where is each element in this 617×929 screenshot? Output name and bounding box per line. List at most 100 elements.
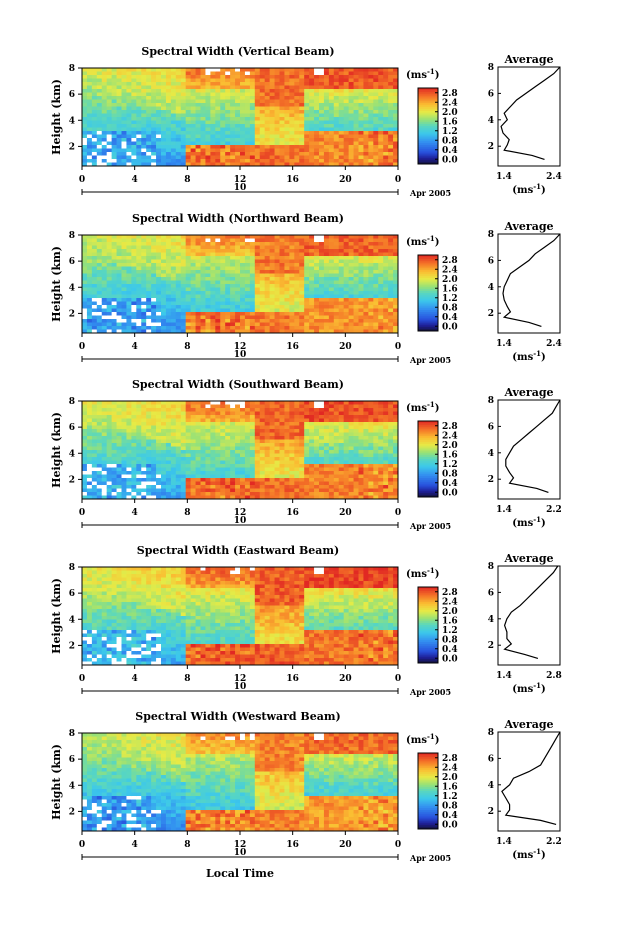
heatmap-cell (333, 155, 340, 160)
heatmap-cell (259, 92, 266, 97)
colorbar-swatch (418, 154, 438, 157)
heatmap-cell (175, 298, 182, 302)
heatmap-cell (294, 106, 300, 111)
heatmap-cell (165, 298, 172, 302)
heatmap-cell (259, 294, 266, 299)
heatmap-cell (289, 270, 295, 274)
heatmap-cell (289, 287, 295, 292)
heatmap-cell (91, 460, 98, 465)
heatmap-cell (156, 404, 162, 409)
heatmap-cell (200, 235, 206, 239)
heatmap-cell (323, 117, 330, 121)
heatmap-cell (161, 280, 167, 285)
heatmap-cell (358, 99, 364, 104)
heatmap-cell (200, 408, 206, 412)
heatmap-cell (348, 78, 354, 83)
heatmap-cell (190, 120, 196, 125)
heatmap-cell (289, 415, 295, 419)
heatmap-cell (180, 298, 187, 302)
heatmap-cell (91, 308, 98, 313)
heatmap-cell (82, 298, 88, 302)
heatmap-cell (249, 120, 256, 125)
heatmap-cell (348, 120, 354, 125)
heatmap-cell (314, 305, 320, 309)
heatmap-cell (279, 446, 285, 451)
heatmap-cell (200, 446, 206, 451)
heatmap-cell (146, 106, 152, 111)
heatmap-cell (220, 312, 226, 316)
heatmap-cell (121, 312, 127, 316)
heatmap-cell (91, 249, 98, 253)
heatmap-cell (161, 71, 167, 76)
heatmap-cell (170, 85, 177, 90)
heatmap-cell (240, 478, 246, 482)
colorbar-swatch (418, 287, 438, 290)
heatmap-cell (165, 280, 172, 285)
heatmap-cell (116, 408, 122, 412)
heatmap-cell (254, 305, 261, 309)
heatmap-cell (240, 71, 246, 76)
heatmap-cell (319, 305, 325, 309)
heatmap-cell (358, 291, 364, 295)
heatmap-cell (96, 78, 103, 83)
heatmap-cell (309, 294, 315, 299)
heatmap-cell (126, 106, 132, 111)
heatmap-cell (156, 291, 162, 295)
heatmap-cell (190, 450, 196, 454)
heatmap-cell (240, 263, 246, 267)
heatmap-cell (319, 287, 325, 292)
heatmap-cell (230, 92, 236, 97)
heatmap-cell (131, 446, 137, 451)
heatmap-cell (82, 75, 88, 79)
heatmap-cell (131, 453, 137, 458)
heatmap-cell (190, 294, 196, 299)
heatmap-cell (96, 467, 103, 472)
heatmap-cell (338, 106, 345, 111)
heatmap-cell (210, 138, 216, 142)
heatmap-cell (294, 312, 300, 316)
heatmap-cell (264, 284, 271, 288)
heatmap-cell (151, 312, 157, 316)
heatmap-cell (244, 152, 251, 156)
heatmap-cell (284, 453, 290, 458)
heatmap-cell (230, 492, 236, 496)
heatmap-cell (96, 106, 103, 111)
heatmap-cell (190, 443, 196, 447)
heatmap-cell (264, 467, 271, 472)
heatmap-cell (126, 450, 132, 454)
heatmap-cell (328, 148, 335, 153)
heatmap-cell (333, 138, 340, 142)
heatmap-cell (274, 460, 280, 465)
heatmap-cell (180, 259, 187, 264)
heatmap-cell (294, 301, 300, 306)
heatmap-cell (289, 301, 295, 306)
heatmap-cell (180, 120, 187, 125)
heatmap-cell (175, 85, 182, 90)
heatmap-cell (304, 301, 310, 306)
heatmap-cell (215, 82, 221, 86)
heatmap-cell (215, 106, 221, 111)
heatmap-cell (210, 460, 216, 465)
heatmap-cell (353, 120, 359, 125)
heatmap-cell (393, 249, 399, 253)
heatmap-cell (304, 134, 310, 139)
heatmap-cell (101, 159, 108, 163)
heatmap-cell (136, 401, 142, 405)
heatmap-cell (333, 294, 340, 299)
heatmap-cell (363, 152, 369, 156)
heatmap-cell (121, 273, 127, 278)
heatmap-cell (82, 422, 88, 426)
heatmap-cell (343, 92, 350, 97)
heatmap-cell (225, 134, 231, 139)
heatmap-cell (180, 141, 187, 146)
heatmap-cell (116, 152, 122, 156)
heatmap-cell (373, 117, 379, 121)
heatmap-cell (240, 471, 246, 475)
heatmap-cell (353, 89, 359, 93)
heatmap-cell (279, 68, 285, 72)
heatmap-cell (190, 425, 196, 430)
heatmap-cell (299, 319, 305, 323)
colorbar-swatch (418, 110, 438, 114)
heatmap-cell (289, 259, 295, 264)
heatmap-cell (82, 270, 88, 274)
